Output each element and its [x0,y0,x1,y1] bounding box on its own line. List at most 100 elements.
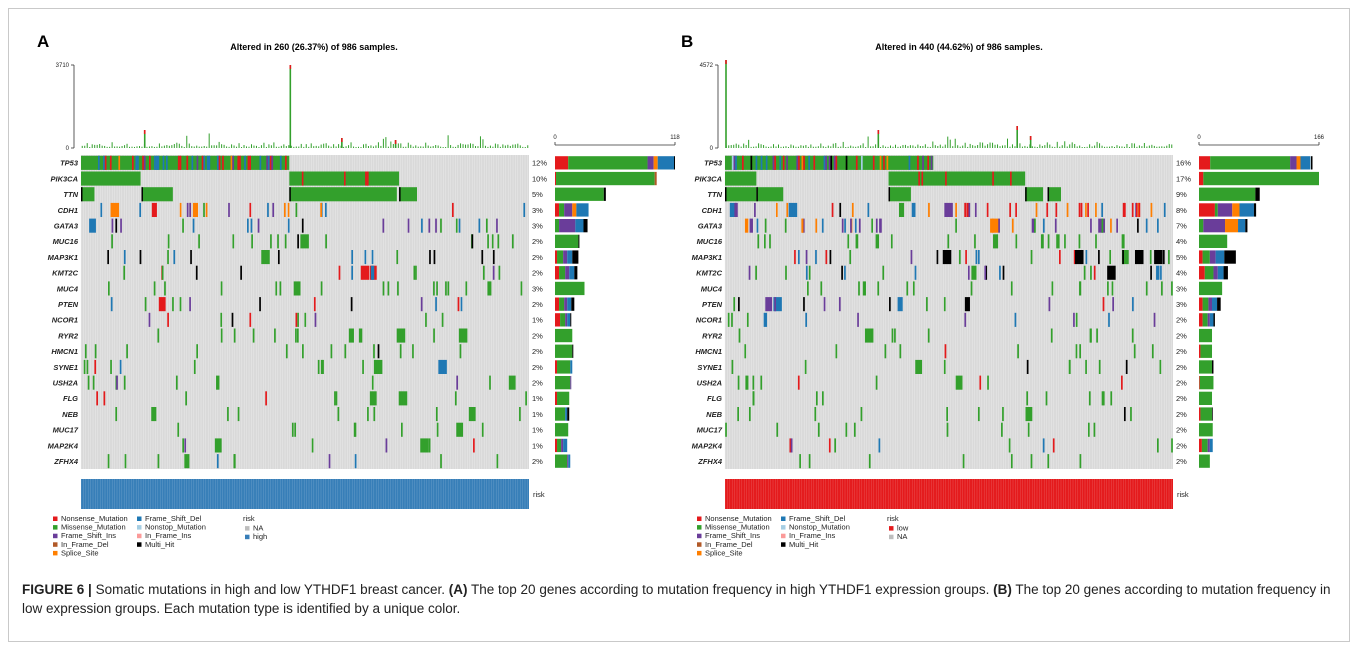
gene-label: NCOR1 [696,316,722,325]
mutation-cell [237,155,240,170]
gene-row-gata3: GATA3 7% [698,218,1248,233]
mutation-cell [237,407,240,422]
mutation-cell [1080,202,1083,217]
tmb-tick-label-min: 0 [710,146,714,152]
side-bar-segment [1210,156,1291,170]
mutation-cell [821,391,824,406]
mutation-cell [492,250,495,265]
side-bar-segment [555,203,560,217]
gene-pct-label: 2% [1176,394,1187,403]
gene-label: PIK3CA [50,174,78,183]
mutation-cell [164,281,166,296]
mutation-cell [861,155,863,170]
mutation-cell [354,454,357,469]
gene-pct-label: 3% [532,284,543,293]
mutation-cell [456,422,464,437]
mutation-cell [1122,250,1124,265]
mutation-cell [734,202,738,217]
legend-swatch [137,516,142,521]
mutation-block [888,187,911,202]
mutation-block [399,187,417,202]
legend-swatch [697,550,702,556]
caption-text-3: The top 20 genes according to mutation f… [22,582,1331,616]
mutation-cell [922,155,924,170]
mutation-cell [882,265,885,280]
side-bar-segment [563,438,568,453]
side-bar-segment [555,171,557,186]
mutation-cell [433,328,435,343]
mutation-cell [769,234,771,249]
gene-pct-label: 2% [1176,426,1187,435]
mutation-cell [1025,187,1027,202]
mutation-cell [749,218,753,233]
mutation-cell [784,218,787,233]
mutation-cell [313,297,316,312]
mutation-cell [955,375,963,390]
side-bar-segment [568,454,571,468]
mutation-cell [862,281,865,296]
gene-label: CDH1 [702,206,722,215]
gene-row-ncor1: NCOR1 1% [52,312,572,327]
mutation-cell [92,375,95,390]
mutation-cell [977,250,980,265]
mutation-cell [1102,391,1105,406]
side-bar-segment [1199,156,1211,170]
mutation-cell [277,250,280,265]
legend-label: Missense_Mutation [61,523,126,532]
mutation-cell [1132,297,1134,312]
mutation-cell [525,391,527,406]
mutation-cell [825,155,827,170]
mutation-cell [958,250,961,265]
mutation-cell [851,202,854,217]
caption-label: FIGURE 6 | [22,582,92,597]
mutation-cell [776,422,779,437]
side-bar-segment [1296,156,1301,170]
mutation-cell [1042,438,1045,453]
side-bar-segment [1199,360,1213,374]
mutation-cell [1125,359,1128,374]
side-bar-segment [567,454,569,468]
mutation-cell [330,344,333,359]
mutation-cell [457,297,460,312]
mutation-cell [300,234,309,249]
mutation-cell [492,265,495,280]
mutation-cell [828,438,831,453]
side-bar-segment [559,297,565,311]
mutation-cell [857,312,859,327]
mutation-cell [415,265,417,280]
mutation-cell [1098,250,1100,265]
gene-row-pik3ca: PIK3CA 10% [50,171,657,186]
mutation-cell [971,265,977,280]
mutation-cell [897,297,903,312]
mutation-cell [763,312,768,327]
mutation-cell [733,155,736,170]
mutation-cell [240,265,242,280]
mutation-cell [508,375,516,390]
mutation-cell [192,202,199,217]
mutation-cell [1112,297,1114,312]
mutation-cell [1122,234,1125,249]
mutation-cell [220,312,223,327]
mutation-cell [208,155,211,170]
mutation-cell [167,312,169,327]
mutation-cell [1131,328,1134,343]
mutation-cell [1096,328,1098,343]
mutation-cell [1138,202,1141,217]
mutation-cell [1093,265,1096,280]
mutation-cell [930,155,933,170]
side-bar-segment [1300,156,1311,170]
gene-row-syne1: SYNE1 2% [697,359,1214,374]
mutation-cell [148,312,151,327]
mutation-cell [733,297,736,312]
mutation-cell [1171,281,1173,296]
gene-pct-label: 2% [1176,378,1187,387]
mutation-cell [727,312,730,327]
mutation-cell [1064,234,1066,249]
gene-pct-label: 3% [532,206,543,215]
mutation-cell [738,297,740,312]
mutation-cell [921,171,924,186]
side-bar-segment [565,313,568,327]
mutation-cell [1153,312,1156,327]
mutation-cell [755,265,757,280]
side-bar-segment [1207,438,1210,453]
